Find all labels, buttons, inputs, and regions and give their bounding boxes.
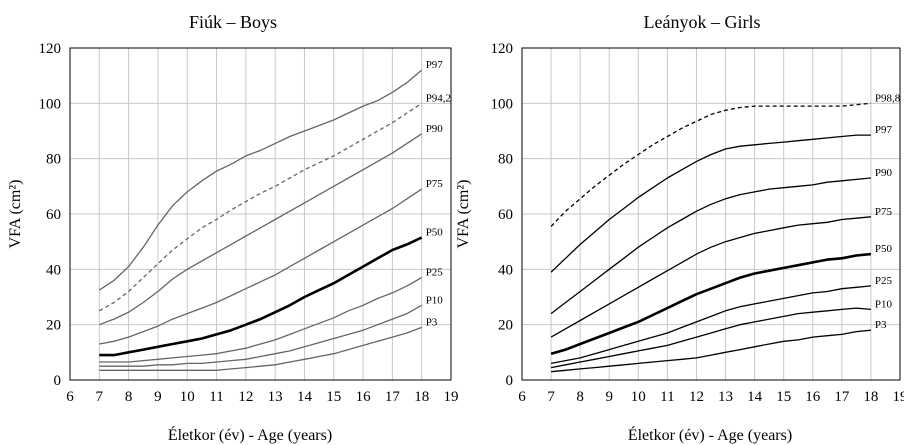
series-label: P75	[426, 178, 444, 190]
chart-title: Leányok – Girls	[644, 12, 761, 32]
x-tick-label: 10	[180, 389, 195, 405]
girls-chart: Leányok – Girls Életkor (év) - Age (year…	[455, 12, 904, 444]
x-tick-label: 11	[209, 389, 223, 405]
y-tick-label: 120	[491, 41, 514, 57]
y-axis-label: VFA (cm²)	[455, 180, 472, 249]
x-tick-label: 16	[805, 389, 821, 405]
series-label: P97	[426, 59, 444, 71]
series-line-p90	[550, 177, 871, 315]
y-axis-label: VFA (cm²)	[7, 180, 24, 249]
series-line-p90	[99, 133, 423, 326]
y-tick-label: 0	[54, 373, 62, 389]
y-tick-label: 0	[506, 373, 514, 389]
y-tick-label: 60	[46, 207, 61, 223]
y-tick-label: 80	[498, 152, 513, 168]
series-label: P98,8	[875, 92, 901, 104]
y-tick-label: 20	[498, 318, 513, 334]
x-tick-label: 19	[893, 389, 904, 405]
x-tick-label: 6	[66, 389, 74, 405]
series-label: P50	[426, 227, 444, 239]
series-label: P97	[875, 124, 893, 136]
x-tick-label: 14	[297, 389, 313, 405]
x-tick-label: 6	[518, 389, 526, 405]
y-tick-label: 40	[498, 262, 513, 278]
series-label: P25	[875, 275, 893, 287]
series-line-p75	[99, 188, 423, 345]
series-label: P90	[875, 167, 893, 179]
x-tick-label: 18	[863, 389, 878, 405]
x-tick-label: 9	[605, 389, 613, 405]
series-line-p94-2	[98, 102, 423, 312]
y-tick-label: 20	[46, 318, 61, 334]
series-line-p25	[99, 277, 423, 363]
x-tick-label: 13	[268, 389, 283, 405]
x-axis-label: Életkor (év) - Age (years)	[168, 425, 332, 444]
x-axis-label: Életkor (év) - Age (years)	[628, 425, 792, 444]
y-tick-label: 60	[498, 207, 513, 223]
x-tick-label: 17	[834, 389, 850, 405]
series-line-p50	[99, 236, 423, 357]
y-tick-label: 100	[491, 96, 514, 112]
series-line-p98-8	[550, 102, 871, 227]
x-tick-label: 19	[444, 389, 459, 405]
series-label: P90	[426, 123, 444, 135]
y-tick-label: 40	[46, 262, 61, 278]
series-label: P50	[875, 243, 893, 255]
series-line-p10	[550, 307, 871, 369]
series-label: P3	[875, 319, 887, 331]
series-label: P75	[875, 206, 893, 218]
x-tick-label: 9	[154, 389, 162, 405]
series-line-p97	[550, 134, 871, 273]
series-line-p10	[99, 304, 423, 367]
y-tick-label: 100	[39, 96, 62, 112]
series-label: P3	[426, 316, 438, 328]
x-tick-label: 7	[96, 389, 104, 405]
x-tick-label: 15	[776, 389, 791, 405]
x-tick-label: 12	[689, 389, 704, 405]
x-tick-label: 16	[356, 389, 372, 405]
x-tick-label: 8	[125, 389, 133, 405]
series-line-p3	[99, 326, 422, 371]
x-tick-label: 15	[326, 389, 341, 405]
series-label: P94,2	[426, 92, 451, 104]
x-tick-label: 11	[660, 389, 674, 405]
series-label: P10	[875, 298, 893, 310]
x-tick-label: 14	[747, 389, 763, 405]
series-line-p25	[550, 285, 871, 365]
series-label: P25	[426, 267, 444, 279]
series-label: P10	[426, 294, 444, 306]
series-line-p3	[551, 329, 871, 373]
x-tick-label: 10	[631, 389, 646, 405]
x-tick-label: 18	[414, 389, 429, 405]
y-tick-label: 80	[46, 152, 61, 168]
boys-chart: Fiúk – Boys Életkor (év) - Age (years) V…	[7, 12, 459, 444]
x-tick-label: 12	[238, 389, 253, 405]
plot-frame	[521, 47, 901, 381]
y-tick-label: 120	[39, 41, 62, 57]
series-line-p97	[98, 69, 423, 291]
x-tick-label: 17	[385, 389, 401, 405]
x-tick-label: 8	[576, 389, 584, 405]
series-line-p75	[550, 216, 871, 338]
chart-title: Fiúk – Boys	[189, 12, 277, 32]
series-line-p50	[550, 252, 872, 355]
x-tick-label: 13	[718, 389, 733, 405]
plot-frame	[69, 47, 452, 381]
x-tick-label: 7	[547, 389, 555, 405]
